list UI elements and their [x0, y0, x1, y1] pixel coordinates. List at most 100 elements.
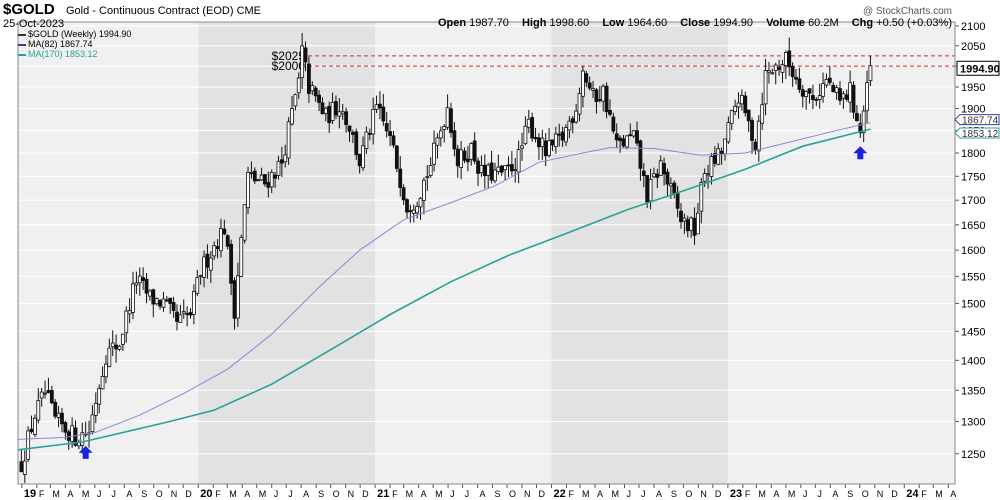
candle-body	[449, 108, 453, 133]
candle-body	[601, 85, 606, 102]
x-tick-label: A	[773, 489, 779, 499]
candle-body	[493, 169, 497, 182]
candle-body	[357, 153, 362, 167]
candle-body	[80, 432, 85, 446]
candle-body	[191, 290, 196, 315]
candle-body	[296, 77, 301, 94]
candle-body	[259, 174, 264, 181]
candle-body	[286, 121, 291, 159]
legend-ma170-text: MA(170) 1853.12	[28, 49, 98, 59]
candle-body	[716, 148, 721, 165]
candle-body	[19, 461, 24, 473]
x-tick-label: 20	[200, 488, 212, 500]
x-tick-label: 19	[24, 488, 36, 500]
candle-body	[222, 228, 227, 235]
candle-body	[520, 145, 524, 149]
candle-body	[567, 120, 572, 131]
y-tick-label: 1450	[961, 326, 985, 338]
candle-body	[547, 140, 551, 156]
x-tick-label: J	[274, 489, 279, 499]
x-tick-label: M	[52, 489, 60, 499]
candle-body	[800, 89, 805, 97]
chg-label: Chg	[851, 17, 874, 29]
x-tick-label: A	[597, 489, 603, 499]
moving-averages	[17, 122, 871, 451]
x-tick-label: M	[406, 489, 414, 499]
candle-body	[814, 99, 819, 101]
y-tick-label: 1250	[961, 449, 985, 461]
x-tick-label: A	[656, 489, 662, 499]
x-tick-label: M	[435, 489, 443, 499]
candle-body	[482, 164, 487, 177]
candle-body	[760, 104, 765, 124]
legend-ma82: MA(82) 1867.74	[18, 39, 93, 49]
candle-body	[442, 126, 447, 130]
candle-body	[334, 101, 338, 116]
candle-body	[120, 333, 125, 345]
candle-body	[73, 427, 78, 446]
candle-body	[205, 253, 210, 268]
x-tick-label: D	[362, 489, 369, 499]
x-tick-label: O	[862, 489, 869, 499]
high-value: 1998.60	[549, 17, 590, 29]
candle-body	[354, 131, 359, 156]
x-tick-label: A	[832, 489, 838, 499]
candle-body	[553, 133, 558, 148]
candle-body	[53, 401, 58, 417]
candle-body	[868, 65, 873, 82]
y-tick-label: 1400	[961, 355, 985, 367]
candle-body	[750, 120, 754, 141]
candle-body	[110, 342, 115, 348]
x-tick-label: N	[877, 489, 884, 499]
chart-date: 25-Oct-2023	[3, 18, 65, 30]
y-tick-label: 1750	[961, 171, 985, 183]
candle-body	[537, 137, 541, 148]
close-value: 1994.90	[713, 17, 754, 29]
y-tick-label: 1950	[961, 82, 985, 94]
candle-body	[330, 101, 335, 121]
volume-value: 60.2M	[808, 17, 839, 29]
candle-body	[107, 347, 112, 367]
candle-body	[631, 130, 636, 137]
candle-body	[455, 148, 460, 167]
x-tick-label: D	[539, 489, 546, 499]
candle-body	[753, 141, 758, 151]
candle-body	[783, 52, 788, 67]
candle-body	[462, 150, 467, 161]
candle-body	[865, 82, 869, 112]
x-tick-label: F	[215, 489, 221, 499]
candle-body	[635, 130, 639, 144]
candle-body	[743, 95, 748, 114]
candle-body	[587, 82, 592, 89]
candle-body	[516, 149, 521, 173]
last-value-tags: 1994.90 1867.74 1853.12	[954, 60, 1000, 140]
candle-body	[489, 162, 494, 181]
y-tick-label: 1300	[961, 416, 985, 428]
candle-body	[391, 135, 396, 146]
y-tick-label: 1600	[961, 245, 985, 257]
x-tick-label: J	[450, 489, 455, 499]
candle-body	[124, 310, 129, 334]
candle-body	[855, 113, 859, 122]
candle-body	[729, 110, 734, 124]
candle-body	[323, 107, 328, 114]
candle-body	[679, 210, 683, 223]
price-tag-text: 1994.90	[960, 63, 1000, 75]
x-tick-label: A	[244, 489, 250, 499]
candle-body	[831, 84, 836, 93]
ma-tag-text: 1853.12	[962, 129, 999, 140]
x-tick-label: J	[803, 489, 808, 499]
x-tick-label: O	[509, 489, 516, 499]
exchange-text: CME	[236, 5, 262, 17]
candle-body	[472, 140, 477, 162]
x-tick-label: J	[817, 489, 822, 499]
candle-body	[841, 93, 846, 99]
ma-line-ma82	[17, 122, 871, 440]
candle-body	[655, 173, 660, 178]
candle-body	[202, 256, 206, 278]
candle-body	[723, 138, 727, 155]
candle-body	[415, 205, 420, 214]
x-tick-label: A	[421, 489, 427, 499]
candle-body	[621, 138, 626, 147]
candle-body	[405, 199, 409, 213]
